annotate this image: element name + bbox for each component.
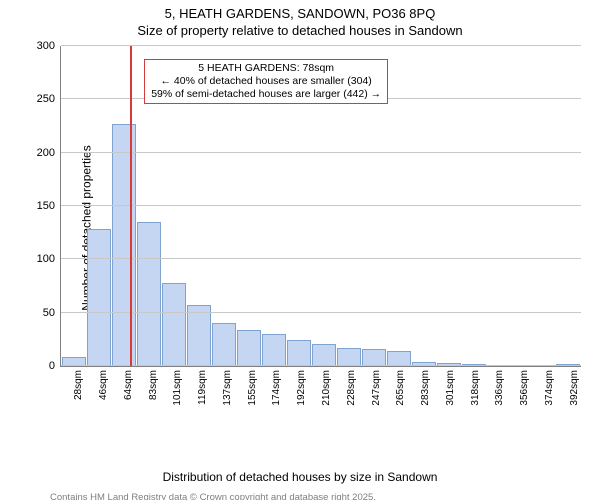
footer-line1: Contains HM Land Registry data © Crown c… [50, 492, 600, 500]
x-tick-label: 283sqm [420, 370, 431, 406]
x-tick-label: 192sqm [296, 370, 307, 406]
grid-line [61, 312, 581, 313]
grid-line [61, 258, 581, 259]
bar [162, 283, 186, 366]
bar [337, 348, 361, 366]
y-tick-label: 100 [37, 253, 55, 265]
bar [212, 323, 236, 366]
chart-area: Number of detached properties 0501001502… [0, 38, 600, 418]
x-tick-label: 28sqm [73, 370, 84, 400]
x-tick-label: 374sqm [544, 370, 555, 406]
bar [387, 351, 411, 366]
grid-line [61, 45, 581, 46]
x-tick-label: 356sqm [519, 370, 530, 406]
bar [262, 334, 286, 366]
plot-area: 05010015020025030028sqm46sqm64sqm83sqm10… [60, 46, 581, 367]
y-tick-label: 150 [37, 200, 55, 212]
bar [287, 340, 311, 366]
x-tick-label: 228sqm [346, 370, 357, 406]
x-tick-label: 83sqm [148, 370, 159, 400]
x-tick-label: 247sqm [371, 370, 382, 406]
property-marker-line [130, 46, 132, 366]
grid-line [61, 152, 581, 153]
bar [87, 229, 111, 366]
bar [237, 330, 261, 366]
chart-title-line1: 5, HEATH GARDENS, SANDOWN, PO36 8PQ [0, 6, 600, 21]
annotation-line: 5 HEATH GARDENS: 78sqm [151, 62, 381, 75]
x-tick-label: 137sqm [222, 370, 233, 406]
x-tick-label: 301sqm [445, 370, 456, 406]
x-tick-label: 119sqm [197, 370, 208, 405]
x-axis-label: Distribution of detached houses by size … [0, 470, 600, 484]
grid-line [61, 205, 581, 206]
bar [362, 349, 386, 366]
x-tick-label: 155sqm [247, 370, 258, 406]
x-tick-label: 318sqm [470, 370, 481, 406]
grid-line [61, 365, 581, 366]
y-tick-label: 250 [37, 93, 55, 105]
y-tick-label: 200 [37, 147, 55, 159]
x-tick-label: 265sqm [395, 370, 406, 406]
x-tick-label: 46sqm [98, 370, 109, 400]
chart-title-line2: Size of property relative to detached ho… [0, 23, 600, 38]
attribution-footer: Contains HM Land Registry data © Crown c… [0, 492, 600, 500]
annotation-box: 5 HEATH GARDENS: 78sqm← 40% of detached … [144, 59, 388, 104]
annotation-line: 59% of semi-detached houses are larger (… [151, 88, 381, 101]
x-tick-label: 174sqm [271, 370, 282, 406]
bar [137, 222, 161, 366]
x-tick-label: 392sqm [569, 370, 580, 406]
annotation-line: ← 40% of detached houses are smaller (30… [151, 75, 381, 88]
y-tick-label: 300 [37, 40, 55, 52]
chart-titles: 5, HEATH GARDENS, SANDOWN, PO36 8PQ Size… [0, 6, 600, 38]
bar [312, 344, 336, 366]
y-tick-label: 50 [43, 307, 55, 319]
y-tick-label: 0 [49, 360, 55, 372]
x-tick-label: 101sqm [172, 370, 183, 406]
x-tick-label: 64sqm [123, 370, 134, 400]
x-tick-label: 210sqm [321, 370, 332, 406]
bar [187, 305, 211, 366]
x-tick-label: 336sqm [494, 370, 505, 406]
